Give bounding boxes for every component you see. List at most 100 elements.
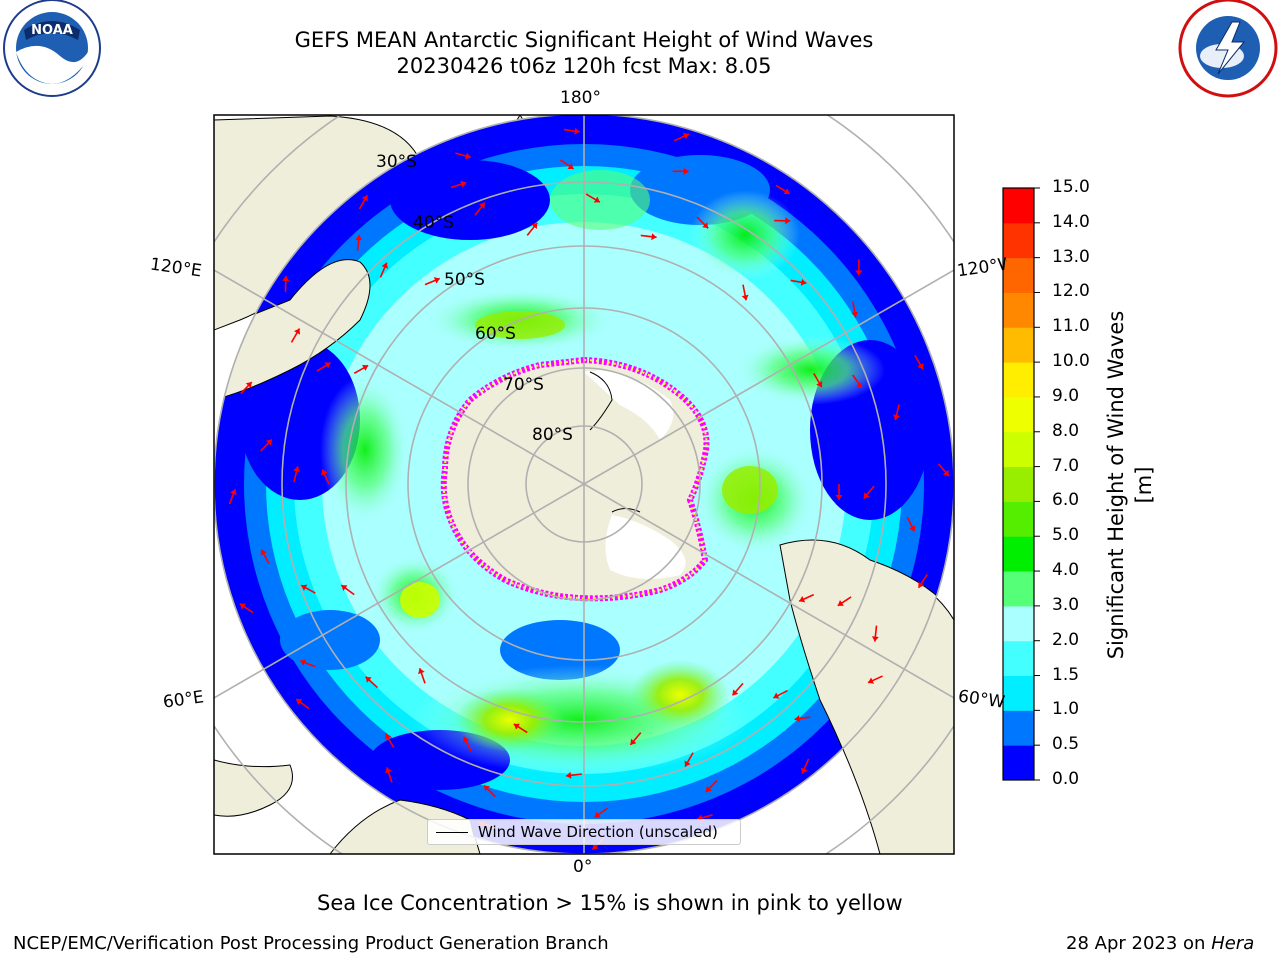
colorbar-segment xyxy=(1003,327,1034,363)
colorbar-segment xyxy=(1003,501,1034,537)
wind-wave-arrow-head xyxy=(835,495,843,500)
wind-wave-arrow-head xyxy=(851,311,859,318)
date-text: 28 Apr 2023 on xyxy=(1066,933,1206,954)
noaa-logo-text: NOAA xyxy=(31,23,73,38)
wind-wave-arrow-head xyxy=(630,738,637,745)
wind-wave-arrow-head xyxy=(321,469,328,476)
wind-wave-arrow-head xyxy=(574,127,580,135)
wind-wave-arrow-head xyxy=(385,767,392,774)
colorbar-label: Significant Height of Wind Waves [m] xyxy=(1104,310,1156,660)
wind-wave-arrow-head xyxy=(565,771,572,779)
wind-wave-arrow-head xyxy=(513,723,520,730)
wind-wave-arrow-head xyxy=(385,733,392,740)
colorbar-segment xyxy=(1003,640,1034,677)
wind-wave-arrow-head xyxy=(732,689,739,696)
colorbar-segment xyxy=(1003,466,1034,502)
colorbar-tick-label: 2.0 xyxy=(1052,629,1080,650)
legend-line-sample xyxy=(436,832,468,833)
wind-wave-arrow-head xyxy=(245,382,252,389)
colorbar-segment xyxy=(1003,571,1034,607)
lat-label-50s: 50°S xyxy=(444,270,485,290)
wind-wave-arrow-head xyxy=(230,489,237,496)
wind-wave-arrow-head xyxy=(855,270,863,276)
wind-wave-arrow-head xyxy=(365,676,372,683)
credit-text: NCEP/EMC/Verification Post Processing Pr… xyxy=(13,933,609,954)
wind-wave-arrow-head xyxy=(909,525,916,532)
wind-wave-arrow-head xyxy=(651,233,657,241)
wind-wave-arrow-head xyxy=(684,760,691,767)
colorbar-segment xyxy=(1003,222,1034,259)
wind-wave-arrow-head xyxy=(785,217,791,225)
wind-wave-arrow-head xyxy=(594,811,601,818)
wind-wave-arrow-head xyxy=(381,262,388,269)
colorbar-tick-label: 9.0 xyxy=(1052,385,1080,406)
colorbar-tick-label: 0.0 xyxy=(1052,769,1080,789)
wind-wave-arrow-head xyxy=(918,581,925,588)
wind-wave-arrow-head xyxy=(460,180,467,188)
nws-logo xyxy=(1178,0,1278,98)
wind-wave-arrow-head xyxy=(682,132,689,140)
wind-wave-arrow-head xyxy=(917,363,924,370)
wind-wave-arrow-head xyxy=(683,167,689,175)
colorbar-tick-label: 1.0 xyxy=(1052,699,1080,720)
wind-wave-arrow-head xyxy=(293,466,300,473)
colorbar-tick-label: 12.0 xyxy=(1052,281,1090,302)
wind-wave-arrow-head xyxy=(871,636,879,642)
wind-wave-arrow-head xyxy=(593,196,600,203)
graticule xyxy=(214,115,954,854)
wind-wave-arrow-head xyxy=(355,234,363,241)
lat-label-80s: 80°S xyxy=(532,425,573,445)
wind-wave-arrow-head xyxy=(783,188,790,195)
colorbar xyxy=(1003,188,1034,781)
colorbar-tick-label: 7.0 xyxy=(1052,455,1080,476)
wind-wave-arrow-head xyxy=(239,603,246,610)
wind-wave-arrow-head xyxy=(741,294,749,301)
wind-wave-arrow-head xyxy=(362,364,369,371)
colorbar-tick-label: 0.5 xyxy=(1052,734,1080,755)
chart-subtitle: 20230426 t06z 120h fcst Max: 8.05 xyxy=(396,54,772,78)
colorbar-segment xyxy=(1003,188,1034,224)
lon-label-0: 0° xyxy=(573,857,593,877)
colorbar-tick-label: 11.0 xyxy=(1052,316,1090,337)
lat-label-40s: 40°S xyxy=(413,213,454,233)
wind-wave-arrow-head xyxy=(282,275,290,282)
map-legend: Wind Wave Direction (unscaled) xyxy=(427,819,741,845)
wind-wave-arrow-head xyxy=(301,584,308,591)
wind-wave-arrow-head xyxy=(856,381,862,389)
wind-wave-arrow-head xyxy=(462,736,470,743)
colorbar-tick-label: 3.0 xyxy=(1052,594,1080,615)
wind-wave-arrow-head xyxy=(816,381,823,388)
colorbar-segment xyxy=(1003,605,1034,642)
colorbar-segment xyxy=(1003,362,1034,398)
wind-wave-arrow-head xyxy=(837,600,844,606)
colorbar-segment xyxy=(1003,396,1034,433)
wind-wave-arrow-head xyxy=(361,195,368,202)
colorbar-segment xyxy=(1003,536,1034,572)
wind-wave-arrow-head xyxy=(293,328,301,335)
wind-wave-arrow-head xyxy=(478,202,485,209)
date-stamp: 28 Apr 2023 on Hera xyxy=(1066,933,1254,954)
wind-wave-arrow-head xyxy=(465,152,471,160)
wind-wave-arrow-head xyxy=(300,659,307,666)
wind-wave-arrow-head xyxy=(942,469,949,477)
noaa-logo: NOAA xyxy=(3,0,101,97)
colorbar-segment xyxy=(1003,745,1034,781)
wind-wave-arrow-head xyxy=(794,715,800,723)
host-text: Hera xyxy=(1211,933,1255,954)
wind-wave-arrow-head xyxy=(705,785,712,792)
chart-title: GEFS MEAN Antarctic Significant Height o… xyxy=(294,28,874,52)
wind-wave-arrow-head xyxy=(800,278,807,286)
wind-wave-arrow-head xyxy=(433,277,440,284)
wind-wave-arrow-head xyxy=(863,492,870,499)
wind-wave-arrow-head xyxy=(265,439,272,446)
colorbar-segment xyxy=(1003,431,1034,468)
lat-label-60s: 60°S xyxy=(475,324,516,344)
wind-wave-arrow-head xyxy=(531,222,538,229)
wind-wave-arrow-head xyxy=(341,585,348,591)
wind-wave-arrow-head xyxy=(324,362,331,369)
colorbar-segment xyxy=(1003,257,1034,293)
colorbar-tick-label: 8.0 xyxy=(1052,420,1080,441)
colorbar-tick-label: 6.0 xyxy=(1052,490,1080,511)
lon-label-180: 180° xyxy=(560,88,601,108)
